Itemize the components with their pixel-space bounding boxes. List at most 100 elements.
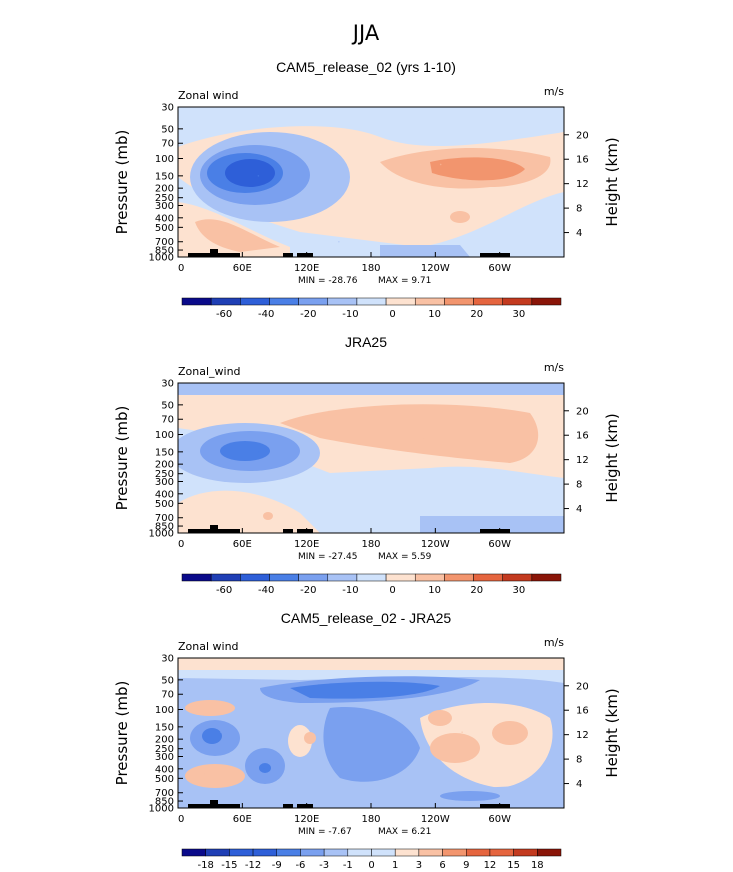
colorbar-box — [466, 848, 491, 857]
pressure-tick-label: 70 — [161, 690, 174, 701]
x-tick-label: 60E — [233, 814, 252, 825]
panel-title: JRA25 — [345, 334, 387, 350]
x-axis: 0 60E 120E 180 120W 60W — [177, 528, 511, 550]
feature-mark — [220, 731, 222, 734]
positive-region — [492, 721, 528, 745]
variable-label: Zonal wind — [178, 640, 239, 653]
pressure-tick-label: 700 — [155, 788, 174, 799]
panels-group: CAM5_release_02 (yrs 1-10) Zonal wind m/s 3… — [113, 59, 621, 871]
colorbar-label: -60 — [216, 585, 232, 596]
colorbar-label: -6 — [295, 860, 305, 871]
pressure-tick-label: 400 — [155, 489, 174, 500]
pressure-tick-label: 70 — [161, 415, 174, 426]
colorbar-label: -10 — [342, 585, 358, 596]
height-tick-label: 12 — [576, 730, 589, 741]
topography — [188, 249, 510, 257]
negative-region — [178, 383, 564, 395]
x-tick-label: 120W — [421, 263, 450, 274]
right-axis-label: Height (km) — [603, 688, 621, 777]
pressure-tick-label: 100 — [155, 430, 174, 441]
topography-bar — [480, 804, 510, 808]
panel-title: CAM5_release_02 (yrs 1-10) — [276, 59, 456, 75]
feature-mark — [257, 175, 260, 177]
topography-bar — [188, 253, 240, 257]
colorbar-label: -3 — [319, 860, 329, 871]
colorbar-label: -10 — [342, 309, 358, 320]
colorbar-box — [513, 848, 538, 857]
colorbar-label: -1 — [343, 860, 353, 871]
pressure-tick-label: 1000 — [149, 529, 174, 540]
feature-mark — [262, 768, 265, 770]
colorbar-label: 20 — [470, 309, 483, 320]
colorbar-box — [473, 297, 503, 306]
feature-mark — [359, 690, 362, 692]
pressure-tick-label: 500 — [155, 774, 174, 785]
colorbar-label: 12 — [484, 860, 497, 871]
height-tick-label: 4 — [576, 228, 582, 239]
field-2 — [178, 658, 564, 808]
height-tick-label: 20 — [576, 406, 589, 417]
pressure-tick-label: 500 — [155, 499, 174, 510]
pressure-tick-label: 50 — [161, 675, 174, 686]
colorbar-box — [323, 848, 349, 857]
pressure-tick-label: 400 — [155, 764, 174, 775]
colorbar-label: 10 — [428, 585, 441, 596]
pressure-tick-label: 250 — [155, 744, 174, 755]
positive-region — [185, 764, 245, 788]
topography-bar — [297, 804, 313, 808]
height-tick-label: 4 — [576, 504, 582, 515]
colorbar-label: 1 — [392, 860, 398, 871]
pressure-tick-label: 100 — [155, 154, 174, 165]
negative-region — [290, 681, 440, 699]
topography-bar — [283, 529, 293, 533]
colorbar-label: -12 — [245, 860, 261, 871]
y-axis-label: Pressure (mb) — [113, 130, 131, 235]
colorbar-box — [269, 297, 299, 306]
negative-region — [202, 728, 222, 744]
pressure-tick-label: 700 — [155, 513, 174, 524]
height-tick-label: 20 — [576, 130, 589, 141]
colorbar-box — [181, 573, 212, 582]
variable-label: Zonal wind — [178, 89, 239, 102]
pressure-tick-label: 500 — [155, 223, 174, 234]
pressure-tick-label: 850 — [155, 797, 174, 808]
height-axis: 4 8 12 16 20 — [564, 130, 589, 239]
colorbar-box — [385, 573, 416, 582]
height-tick-label: 12 — [576, 455, 589, 466]
positive-region — [178, 658, 564, 670]
colorbar-box — [181, 848, 206, 857]
negative-region — [440, 791, 500, 801]
pressure-tick-label: 1000 — [149, 804, 174, 815]
negative-region — [259, 763, 271, 773]
pressure-tick-label: 200 — [155, 735, 174, 746]
pressure-tick-label: 850 — [155, 522, 174, 533]
colorbar-box — [414, 573, 445, 582]
negative-region — [420, 516, 564, 533]
pressure-tick-label: 700 — [155, 237, 174, 248]
pressure-tick-label: 30 — [161, 654, 174, 665]
colorbar-label: 0 — [368, 860, 374, 871]
figure-title: JJA — [351, 21, 380, 45]
topography-bar — [283, 804, 293, 808]
height-tick-label: 20 — [576, 681, 589, 692]
pressure-tick-label: 30 — [161, 379, 174, 390]
feature-mark — [338, 240, 340, 243]
y-axis-label: Pressure (mb) — [113, 406, 131, 511]
pressure-tick-label: 150 — [155, 171, 174, 182]
positive-region — [178, 490, 320, 533]
max-text: MAX = 9.71 — [378, 276, 431, 286]
positive-region — [288, 725, 312, 757]
colorbar-box — [210, 297, 241, 306]
colorbar-box — [385, 297, 416, 306]
colorbar-label: -60 — [216, 309, 232, 320]
feature-mark — [262, 510, 265, 512]
colorbar-label: -40 — [258, 585, 274, 596]
colorbar-box — [442, 848, 467, 857]
feature-mark — [204, 773, 206, 775]
pressure-tick-label: 30 — [161, 103, 174, 114]
x-tick-label: 0 — [178, 263, 184, 274]
pressure-tick-label: 850 — [155, 246, 174, 257]
